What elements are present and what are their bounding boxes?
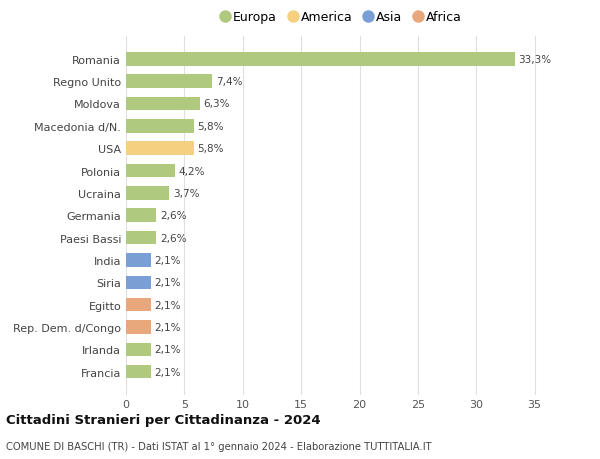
Text: Cittadini Stranieri per Cittadinanza - 2024: Cittadini Stranieri per Cittadinanza - 2… xyxy=(6,413,320,426)
Text: 2,6%: 2,6% xyxy=(160,211,187,221)
Bar xyxy=(126,231,157,245)
Bar xyxy=(126,53,515,67)
Text: 3,7%: 3,7% xyxy=(173,189,199,198)
Text: 5,8%: 5,8% xyxy=(197,122,224,132)
Text: 33,3%: 33,3% xyxy=(518,55,551,65)
Bar xyxy=(126,187,169,200)
Bar xyxy=(126,298,151,312)
Bar xyxy=(126,120,194,133)
Bar xyxy=(126,320,151,334)
Bar xyxy=(126,98,200,111)
Text: 4,2%: 4,2% xyxy=(179,166,205,176)
Bar xyxy=(126,164,175,178)
Legend: Europa, America, Asia, Africa: Europa, America, Asia, Africa xyxy=(220,9,464,27)
Text: 2,6%: 2,6% xyxy=(160,233,187,243)
Bar xyxy=(126,254,151,267)
Text: 7,4%: 7,4% xyxy=(216,77,242,87)
Text: 2,1%: 2,1% xyxy=(154,345,181,354)
Text: 2,1%: 2,1% xyxy=(154,300,181,310)
Text: 2,1%: 2,1% xyxy=(154,322,181,332)
Text: 2,1%: 2,1% xyxy=(154,255,181,265)
Bar xyxy=(126,343,151,356)
Text: COMUNE DI BASCHI (TR) - Dati ISTAT al 1° gennaio 2024 - Elaborazione TUTTITALIA.: COMUNE DI BASCHI (TR) - Dati ISTAT al 1°… xyxy=(6,441,431,451)
Bar xyxy=(126,276,151,289)
Bar xyxy=(126,209,157,223)
Text: 2,1%: 2,1% xyxy=(154,367,181,377)
Text: 5,8%: 5,8% xyxy=(197,144,224,154)
Bar xyxy=(126,75,212,89)
Bar xyxy=(126,142,194,156)
Text: 2,1%: 2,1% xyxy=(154,278,181,288)
Bar xyxy=(126,365,151,379)
Text: 6,3%: 6,3% xyxy=(203,99,230,109)
